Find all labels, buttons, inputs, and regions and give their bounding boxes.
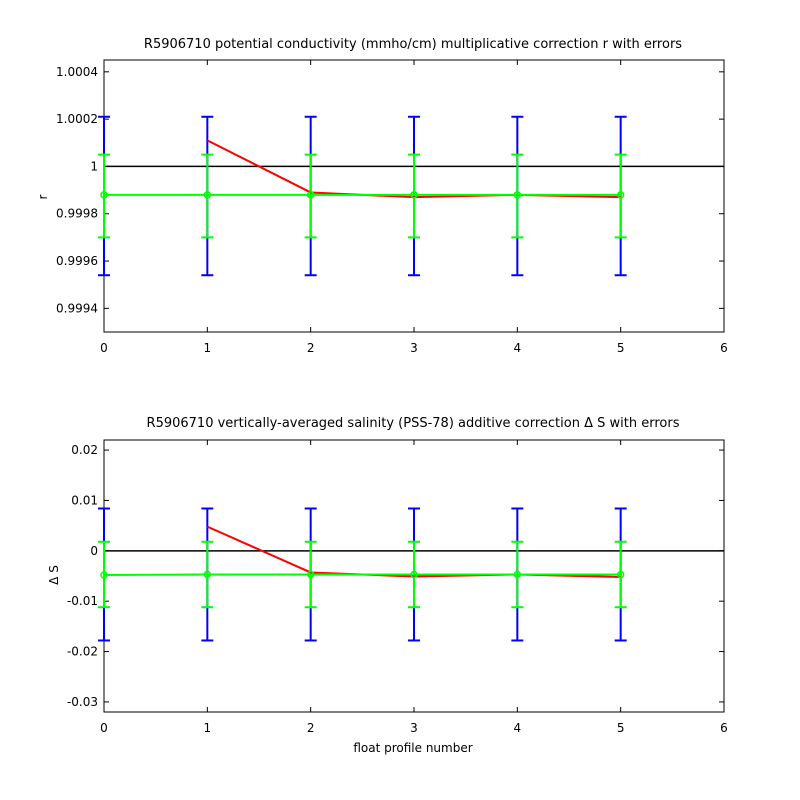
chart-top-title: R5906710 potential conductivity (mmho/cm… xyxy=(144,37,682,52)
chart-bottom-plot: 0 1 2 3 4 5 6 -0.03 -0.02 -0.01 0 0.01 0.02 xyxy=(67,439,728,735)
bottom-ytick-label: -0.02 xyxy=(67,645,98,659)
top-ytick-label: 0.9996 xyxy=(56,254,98,268)
bottom-ytick-label: 0 xyxy=(90,544,98,558)
bottom-ytick-label: 0.01 xyxy=(71,493,98,507)
chart-top-plot: 0 1 2 3 4 5 6 0.9994 0.9996 0.9998 1 1.0002 1.0004 xyxy=(56,59,728,355)
bottom-series-point-1 xyxy=(513,570,522,579)
chart-bottom: R5906710 vertically-averaged salinity (P… xyxy=(47,416,728,755)
chart-top: R5906710 potential conductivity (mmho/cm… xyxy=(36,37,728,355)
chart-top-ylabel: r xyxy=(36,194,50,199)
bottom-xtick-label: 1 xyxy=(204,721,212,735)
bottom-series-point-1 xyxy=(306,570,315,579)
bottom-ytick-label: -0.03 xyxy=(67,695,98,709)
bottom-series-point-1 xyxy=(203,570,212,579)
bottom-xtick-label: 3 xyxy=(410,721,418,735)
top-ytick-label: 1.0004 xyxy=(56,65,98,79)
top-series-point-1 xyxy=(410,191,418,199)
top-series-point-1 xyxy=(616,191,625,199)
bottom-xtick-label: 4 xyxy=(514,721,522,735)
top-xtick-label: 6 xyxy=(720,341,728,355)
top-ytick-label: 0.9998 xyxy=(56,207,98,221)
bottom-series-point-1 xyxy=(100,571,108,579)
top-ytick-label: 0.9994 xyxy=(56,301,98,315)
top-xtick-label: 4 xyxy=(514,341,522,355)
bottom-xtick-label: 5 xyxy=(617,721,625,735)
top-series-point-1 xyxy=(306,191,315,199)
top-xtick-label: 0 xyxy=(100,341,108,355)
bottom-ytick-label: -0.01 xyxy=(67,594,98,608)
top-series-point-1 xyxy=(513,191,522,199)
top-xtick-label: 5 xyxy=(617,341,625,355)
bottom-xtick-label: 2 xyxy=(307,721,315,735)
top-series-point-1 xyxy=(203,191,212,199)
top-xtick-label: 1 xyxy=(204,341,212,355)
chart-bottom-xlabel: float profile number xyxy=(353,741,472,755)
bottom-series-point-1 xyxy=(410,570,418,579)
bottom-xtick-label: 6 xyxy=(720,721,728,735)
chart-bottom-ylabel: Δ S xyxy=(47,565,61,585)
top-ytick-label: 1.0002 xyxy=(56,112,98,126)
top-ytick-label: 1 xyxy=(90,159,98,173)
bottom-ytick-label: 0.02 xyxy=(71,443,98,457)
top-xtick-label: 3 xyxy=(410,341,418,355)
bottom-series-line-1 xyxy=(103,573,621,576)
top-series-point-1 xyxy=(100,191,108,199)
bottom-series-point-1 xyxy=(616,570,625,579)
top-xtick-label: 2 xyxy=(307,341,315,355)
chart-bottom-title: R5906710 vertically-averaged salinity (P… xyxy=(147,416,680,431)
bottom-xtick-label: 0 xyxy=(100,721,108,735)
